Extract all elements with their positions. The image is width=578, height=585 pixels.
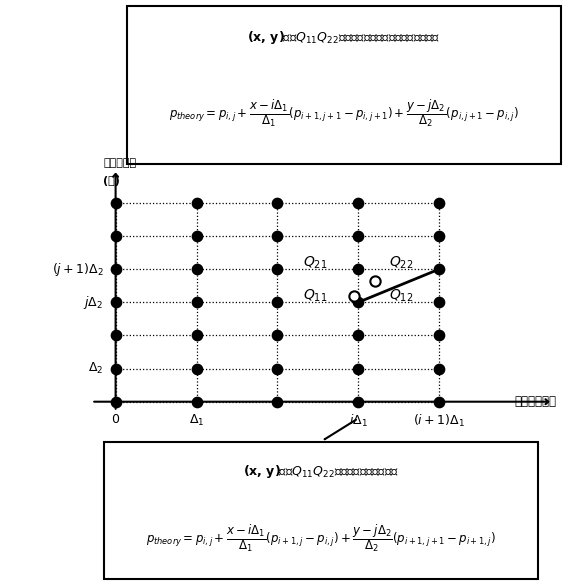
Point [111,331,120,340]
Text: $Q_{11}$: $Q_{11}$ [303,287,328,304]
Point [111,298,120,307]
Point [192,198,201,208]
Point [192,331,201,340]
Point [192,264,201,274]
Point [192,298,201,307]
Point [354,264,363,274]
Point [354,231,363,240]
Point [354,198,363,208]
Point [111,231,120,240]
Text: $Q_{22}$: $Q_{22}$ [389,254,413,271]
Point [354,331,363,340]
Point [435,331,444,340]
Point [273,397,282,407]
Point [435,364,444,373]
Point [273,231,282,240]
Text: $Q_{12}$: $Q_{12}$ [389,287,413,304]
Point [192,364,201,373]
Point [435,198,444,208]
FancyBboxPatch shape [104,442,538,579]
Point [273,331,282,340]
Point [111,397,120,407]
Text: $Q_{21}$: $Q_{21}$ [303,254,328,271]
Text: 风的湍流强度: 风的湍流强度 [514,395,557,408]
Point [350,291,359,300]
Point [435,298,444,307]
Point [273,364,282,373]
Point [370,276,379,285]
Point [435,264,444,274]
Point [435,397,444,407]
Text: $p_{theory} = p_{i,j} + \dfrac{x - i\Delta_1}{\Delta_1}(p_{i+1,j} - p_{i,j}) + \: $p_{theory} = p_{i,j} + \dfrac{x - i\Del… [146,522,496,554]
Text: (㎧): (㎧) [103,176,120,186]
Point [273,264,282,274]
Point [273,298,282,307]
Text: (x, y)位于$Q_{11}Q_{22}$连线上部或者该连线上，插値算法为: (x, y)位于$Q_{11}Q_{22}$连线上部或者该连线上，插値算法为 [247,29,440,46]
Text: $i\Delta_1$: $i\Delta_1$ [349,413,368,429]
Text: (x, y)位于$Q_{11}Q_{22}$连线下部，插値算法为: (x, y)位于$Q_{11}Q_{22}$连线下部，插値算法为 [243,463,399,480]
Text: 0: 0 [112,413,120,426]
Text: $\Delta_2$: $\Delta_2$ [88,361,103,376]
Text: $(i+1)\Delta_1$: $(i+1)\Delta_1$ [413,413,465,429]
Point [111,364,120,373]
Point [111,264,120,274]
Point [354,298,363,307]
Point [273,198,282,208]
Text: $\Delta_1$: $\Delta_1$ [189,413,204,428]
Point [192,397,201,407]
Text: 风速平均値: 风速平均値 [103,158,136,168]
Point [111,198,120,208]
Point [192,231,201,240]
Text: $p_{theory} = p_{i,j} + \dfrac{x - i\Delta_1}{\Delta_1}(p_{i+1,j+1} - p_{i,j+1}): $p_{theory} = p_{i,j} + \dfrac{x - i\Del… [169,97,519,129]
Point [354,397,363,407]
Point [354,364,363,373]
Point [435,231,444,240]
FancyBboxPatch shape [127,6,561,164]
Text: $(j+1)\Delta_2$: $(j+1)\Delta_2$ [51,260,103,278]
Text: $j\Delta_2$: $j\Delta_2$ [83,294,103,311]
